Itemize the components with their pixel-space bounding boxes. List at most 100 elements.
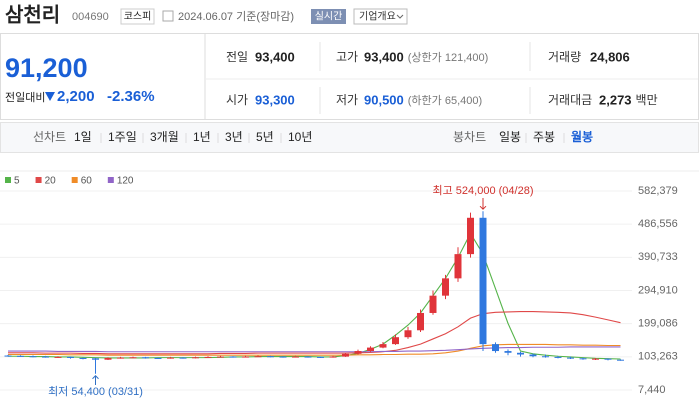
candle-body [329, 356, 337, 358]
candle-body [92, 358, 99, 360]
candle-body [442, 278, 449, 296]
tab[interactable]: 10년 [288, 130, 312, 144]
change-label: 전일대비 [5, 90, 45, 104]
down-triangle [45, 92, 55, 101]
change: 2,200 [57, 88, 95, 105]
realtime[interactable]: 실시간 [315, 11, 343, 23]
stat-value: 90,500 [364, 92, 404, 107]
legend-swatch [71, 177, 78, 183]
candle-body [379, 344, 387, 348]
candle-body [404, 330, 412, 338]
legend-swatch [107, 177, 114, 183]
stat-value: 24,806 [590, 49, 630, 64]
realtime-badge[interactable] [311, 9, 346, 24]
tab-bar [0, 122, 699, 153]
candle-body [492, 344, 499, 352]
tab[interactable]: 1주일 [108, 130, 137, 144]
stat-label: 시가 [226, 93, 248, 107]
candle-body [104, 357, 112, 360]
tab[interactable]: 5년 [256, 130, 274, 144]
candle-body [542, 356, 549, 358]
candle-body [267, 356, 274, 358]
candle-body [304, 356, 312, 358]
candle-body [54, 356, 62, 358]
tab[interactable]: 3년 [225, 130, 243, 144]
stock-code: 004690 [72, 11, 109, 23]
tab[interactable]: 주봉 [533, 130, 555, 144]
candle-body [367, 347, 374, 352]
candle-body [254, 356, 262, 358]
candle-body [142, 357, 149, 359]
candle-body [4, 355, 12, 357]
candle-body [129, 357, 137, 359]
legend-label: 20 [45, 176, 57, 187]
candle-body [79, 357, 87, 359]
stat-label: 거래량 [548, 50, 581, 64]
stock-name: 삼천리 [5, 3, 60, 26]
candle-body [567, 357, 574, 359]
market: 코스피 [124, 11, 152, 23]
candle-body [354, 351, 362, 354]
candle-body [342, 353, 349, 357]
quote-box [0, 33, 699, 120]
candle-body [42, 356, 49, 358]
calendar-icon [162, 10, 174, 22]
tab[interactable]: 월봉 [571, 129, 593, 144]
candle-body [117, 357, 124, 359]
candle-body [292, 356, 299, 358]
y-tick-label: 390,733 [638, 251, 678, 263]
candle-body [392, 337, 399, 345]
candle-body [429, 295, 437, 313]
candle-body [417, 312, 424, 331]
candle-body [504, 351, 512, 353]
legend-swatch [35, 177, 42, 183]
candle-body [192, 357, 199, 359]
candle-body [279, 356, 287, 358]
y-tick-label: 7,440 [638, 384, 666, 396]
candle-body [217, 356, 224, 358]
annotation: 최저 54,400 (03/31) [48, 385, 143, 398]
overview[interactable]: 기업개요 [359, 10, 396, 23]
candle-body [67, 356, 74, 358]
stat-value: 2,273 [599, 92, 632, 107]
chart: 5 20 60 120 582,379 486,556 390,733 294,910 199,… [0, 170, 699, 398]
moving-average [8, 346, 621, 353]
stat-value: 93,400 [255, 49, 295, 64]
candle-body [592, 358, 599, 360]
date: 2024.06.07 기준(장마감) [178, 10, 294, 23]
y-tick-label: 294,910 [638, 284, 678, 296]
stat-label: 저가 [336, 93, 358, 107]
candle-body [317, 356, 324, 358]
tab[interactable]: 일봉 [499, 130, 521, 144]
candle-body [554, 356, 562, 358]
annotation: 최고 524,000 (04/28) [433, 184, 534, 197]
stat-note: (상한가 121,400) [408, 51, 489, 64]
stat-label: 고가 [336, 50, 358, 64]
candle-body [529, 354, 537, 357]
ui: 전일 93,400 고가 93,400 (상한가 121,400) 거래량 24,806 시가… [33, 49, 658, 144]
candle-body [179, 357, 187, 359]
stat-value: 93,400 [364, 49, 404, 64]
y-tick-label: 199,086 [638, 318, 678, 330]
candle-body [167, 357, 174, 359]
tab[interactable]: 3개월 [150, 130, 179, 144]
overview-dropdown[interactable] [353, 8, 408, 25]
candle-body [604, 358, 612, 360]
candle-body [242, 356, 249, 358]
y-tick-label: 486,556 [638, 218, 678, 230]
legend-label: 5 [14, 176, 20, 187]
candle-body [579, 358, 587, 360]
candle-body [617, 359, 624, 361]
candle-body [154, 357, 162, 359]
tab[interactable]: 1일 [74, 130, 92, 144]
candle-body [479, 217, 487, 345]
stat-label: 거래대금 [548, 93, 592, 107]
legend-label: 60 [81, 176, 93, 187]
legend-swatch [5, 177, 11, 183]
dropdown-arrow [396, 14, 404, 19]
candle-body [17, 355, 24, 357]
market-badge [120, 8, 155, 25]
tab[interactable]: 1년 [193, 130, 211, 144]
price: 91,200 [5, 53, 88, 83]
